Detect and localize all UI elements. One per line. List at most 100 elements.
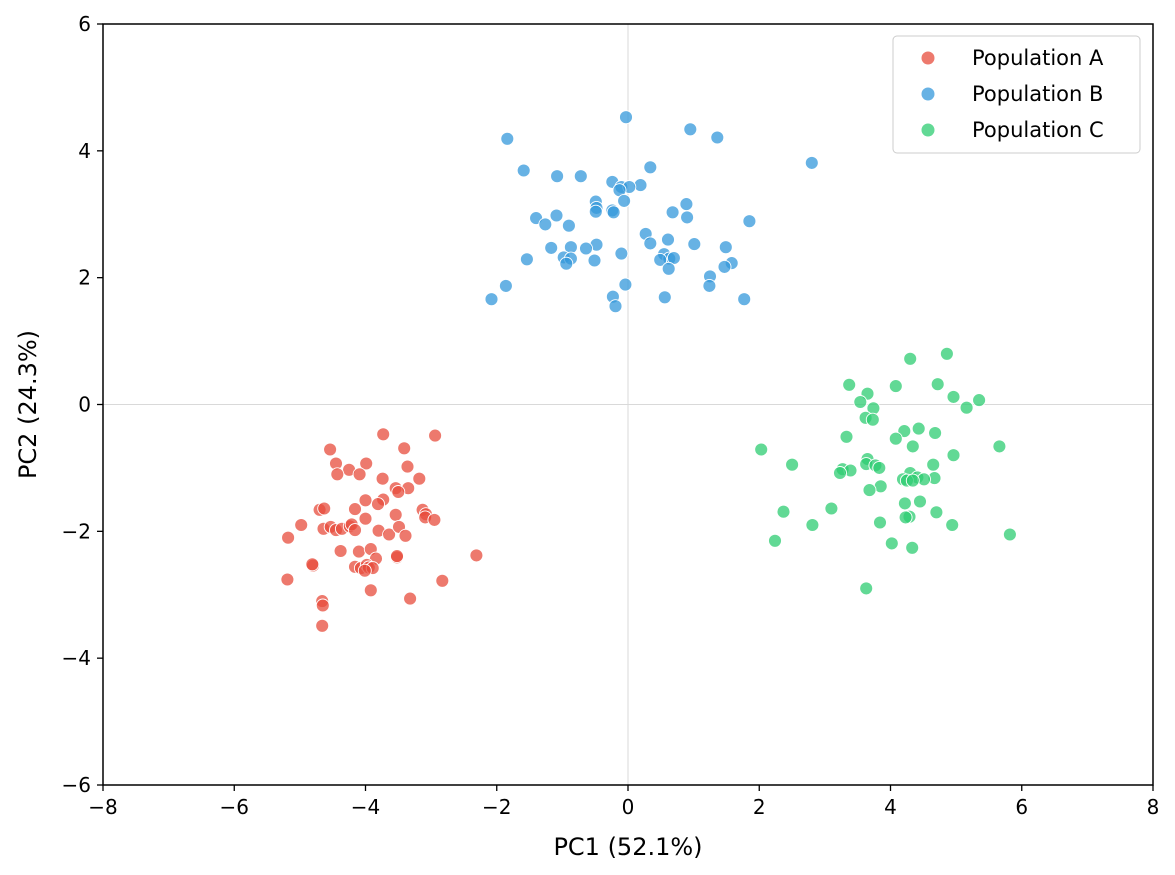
point-population-c [888,379,903,394]
point-population-b [549,208,564,223]
point-population-b [617,193,632,208]
point-population-b [643,160,658,175]
point-population-c [873,515,887,530]
point-population-c [939,346,954,361]
point-population-a [358,493,373,508]
point-population-a [382,527,397,542]
x-tick-label: 2 [753,795,766,819]
point-population-a [315,598,330,613]
point-population-b [718,240,733,255]
point-population-b [665,205,680,220]
legend-label-population-a: Population A [972,46,1104,70]
point-population-b [710,130,725,145]
point-population-a [315,618,330,633]
legend-marker-population-c [920,122,936,138]
x-tick-label: −6 [220,795,249,819]
legend-marker-population-b [920,86,936,102]
point-population-c [929,505,944,520]
point-population-a [305,557,320,572]
point-population-c [992,439,1007,454]
point-population-c [930,377,945,392]
point-population-c [754,442,769,457]
point-population-b [717,259,732,274]
point-population-a [351,544,366,559]
point-population-c [824,501,839,516]
point-population-b [614,246,629,261]
point-population-b [742,214,757,229]
point-population-b [661,232,675,247]
point-population-c [865,412,880,427]
x-tick-label: 6 [1015,795,1028,819]
point-population-b [702,278,717,293]
point-population-b [661,261,676,276]
point-population-b [573,169,588,184]
point-population-a [469,548,484,563]
x-tick-label: 8 [1147,795,1160,819]
point-population-b [561,218,576,233]
point-population-a [294,518,309,532]
point-population-b [588,204,603,219]
legend: Population A Population B Population C [892,35,1141,154]
point-population-c [905,439,920,454]
x-tick-label: 0 [622,795,635,819]
x-tick-label: −4 [351,795,380,819]
point-population-a [403,591,418,606]
point-population-c [913,494,927,509]
point-population-a [391,485,406,499]
point-population-b [579,241,593,256]
point-population-a [280,572,295,587]
point-population-a [400,459,415,474]
point-population-b [516,163,531,178]
y-tick-label: 0 [78,393,91,417]
point-population-a [397,441,412,456]
y-tick-label: 4 [78,139,91,163]
point-population-a [358,511,373,526]
legend-label-population-c: Population C [972,118,1104,142]
point-population-a [390,549,404,564]
point-population-c [911,421,926,436]
point-population-a [412,471,427,486]
point-population-b [643,236,658,251]
point-population-c [872,460,887,475]
point-population-b [653,252,668,267]
point-population-b [679,197,694,212]
x-axis-label: PC1 (52.1%) [553,833,702,861]
y-tick-label: 2 [78,266,91,290]
point-population-c [862,483,877,498]
legend-frame [892,35,1141,154]
point-population-b [687,237,702,252]
point-population-a [348,523,362,538]
point-population-a [435,573,450,588]
point-population-b [484,292,499,307]
point-population-c [884,536,899,551]
point-population-c [853,395,868,409]
point-population-c [897,496,912,511]
point-population-a [317,501,332,516]
point-population-b [680,210,695,225]
point-population-c [928,426,943,440]
point-population-a [323,442,338,457]
point-population-a [333,544,348,558]
point-population-c [898,510,913,525]
point-population-b [804,155,819,170]
point-population-c [946,448,961,463]
point-population-b [544,240,559,255]
point-population-a [427,512,442,527]
point-population-c [785,457,800,472]
point-population-a [428,428,443,443]
point-population-b [587,253,602,268]
point-population-c [805,518,820,532]
point-population-a [352,467,367,482]
point-population-b [559,256,574,271]
point-population-c [768,533,782,548]
point-population-a [376,427,391,442]
y-tick-label: −4 [62,646,91,670]
point-population-c [842,377,857,392]
point-population-c [945,518,960,532]
point-population-c [776,504,791,519]
point-population-b [550,169,565,184]
point-population-b [608,299,623,314]
point-population-b [657,290,672,305]
point-population-c [839,429,854,444]
data-points [280,110,1017,633]
